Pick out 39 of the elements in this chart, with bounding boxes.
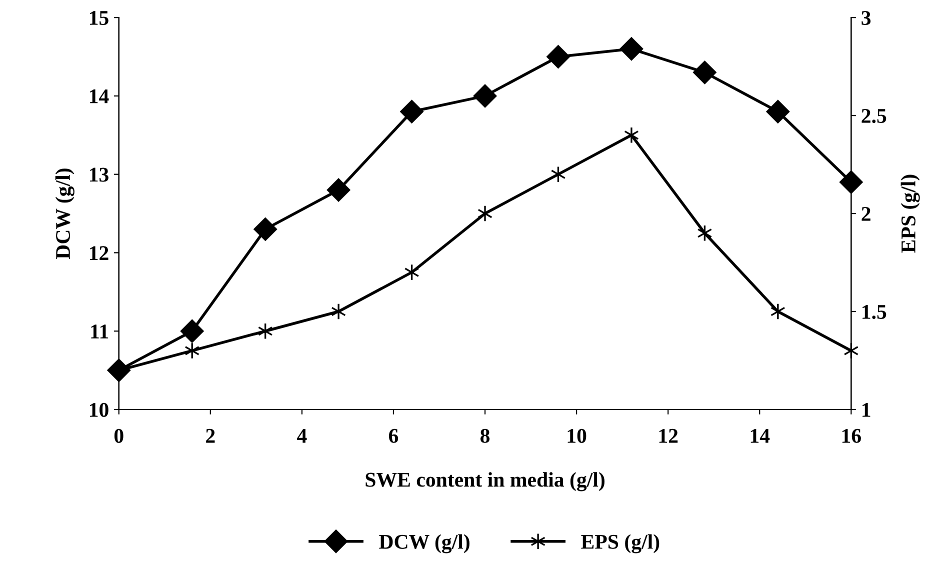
y-tick-label: 14 [90,89,109,104]
x-axis-title: SWE content in media (g/l) [366,472,604,492]
y-tick-label: 13 [90,168,108,182]
y-tick-label: 15 [90,11,108,25]
point [254,218,277,241]
y-tick-label: 11 [91,324,108,338]
y-axis-title: DCW (g/l) [55,168,74,259]
point [624,126,639,144]
x-tick-label: 4 [297,428,307,443]
point [620,37,644,61]
x-tick-label: 10 [568,428,586,443]
y2-tick-label: 2 [862,206,870,221]
point [840,170,863,194]
y2-tick-label: 1 [862,402,870,417]
y-tick-label: 12 [90,246,108,260]
x-tick-label: 8 [480,428,490,443]
legend-label: EPS (g/l) [581,534,660,554]
y2-tick-label: 3 [862,10,871,25]
y2-tick-label: 1.5 [862,304,886,320]
point [180,319,204,343]
y-tick-label: 10 [90,402,108,417]
point [546,45,570,68]
point [770,303,786,320]
x-tick-label: 0 [114,428,124,443]
point [478,205,492,222]
point [400,100,424,124]
x-tick-label: 6 [388,428,398,443]
x-tick-label: 12 [659,428,678,443]
point [326,178,350,202]
y2-axis-title: EPS (g/l) [900,174,920,253]
point [693,60,716,84]
legend-label: DCW (g/l) [379,534,470,554]
y2-tick-label: 2.5 [862,108,886,124]
point [473,84,497,108]
x-tick-label: 2 [206,428,215,443]
point [331,303,346,320]
x-tick-label: 14 [750,428,770,443]
x-tick-label: 16 [842,428,861,443]
point [766,100,790,124]
